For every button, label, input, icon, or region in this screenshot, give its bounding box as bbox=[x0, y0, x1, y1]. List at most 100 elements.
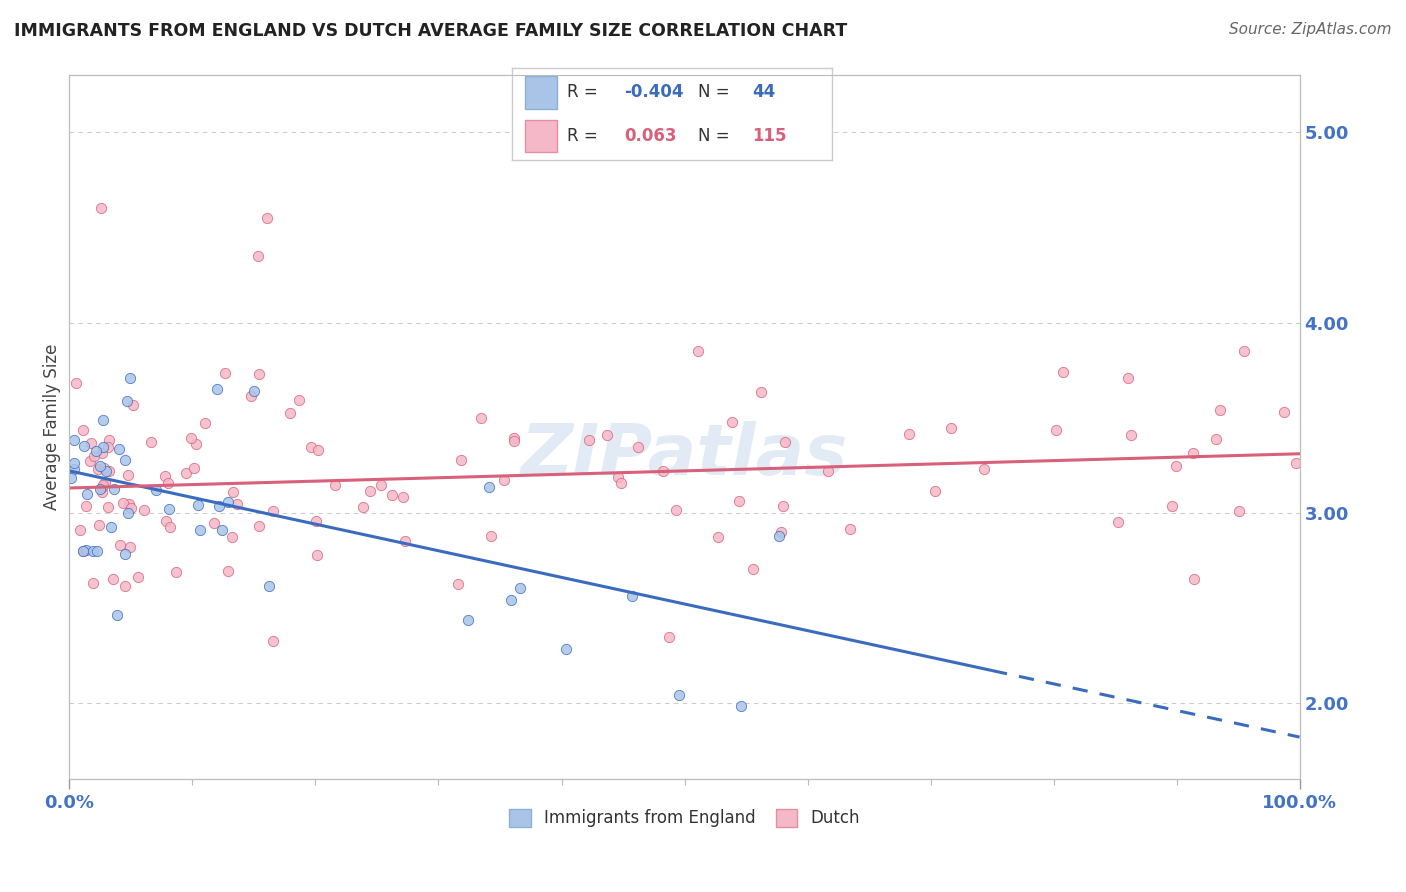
Point bbox=[749, 385, 772, 400]
Point bbox=[256, 211, 278, 225]
Point bbox=[145, 483, 167, 497]
Point bbox=[247, 367, 270, 381]
Point bbox=[114, 547, 136, 561]
Point bbox=[122, 398, 145, 412]
Point bbox=[90, 202, 112, 216]
Point bbox=[97, 464, 120, 478]
Point bbox=[108, 442, 131, 456]
Point bbox=[107, 608, 129, 623]
Point bbox=[609, 475, 631, 490]
Point bbox=[259, 579, 281, 593]
Point bbox=[217, 564, 239, 578]
Point bbox=[627, 440, 650, 454]
Point bbox=[93, 461, 115, 475]
Point bbox=[87, 461, 110, 475]
Point bbox=[288, 392, 311, 407]
Point bbox=[392, 490, 415, 504]
Point bbox=[91, 440, 114, 454]
Point bbox=[222, 485, 245, 500]
Point bbox=[75, 499, 97, 513]
Point bbox=[247, 249, 270, 263]
Point bbox=[214, 366, 236, 380]
Text: IMMIGRANTS FROM ENGLAND VS DUTCH AVERAGE FAMILY SIZE CORRELATION CHART: IMMIGRANTS FROM ENGLAND VS DUTCH AVERAGE… bbox=[14, 22, 848, 40]
Point bbox=[668, 688, 690, 702]
Point bbox=[183, 461, 205, 475]
Point bbox=[503, 434, 526, 449]
Point bbox=[394, 533, 416, 548]
Point bbox=[118, 370, 141, 384]
Point bbox=[1285, 456, 1308, 470]
Point bbox=[82, 543, 104, 558]
Point bbox=[721, 415, 744, 429]
Point bbox=[63, 433, 86, 447]
Point bbox=[1160, 499, 1182, 513]
Point bbox=[323, 478, 346, 492]
Point bbox=[134, 503, 156, 517]
Point bbox=[97, 434, 120, 448]
Point bbox=[83, 449, 105, 463]
Point bbox=[90, 446, 112, 460]
Point bbox=[578, 434, 600, 448]
Point bbox=[772, 500, 794, 514]
Point bbox=[555, 641, 578, 656]
Point bbox=[741, 562, 763, 576]
Point bbox=[499, 593, 522, 607]
Point bbox=[118, 497, 141, 511]
Point bbox=[97, 500, 120, 514]
Point bbox=[72, 439, 94, 453]
Point bbox=[91, 477, 114, 491]
Point bbox=[90, 485, 112, 500]
Point bbox=[97, 440, 120, 454]
Point bbox=[1166, 458, 1188, 473]
Point bbox=[120, 501, 142, 516]
Point bbox=[479, 529, 502, 543]
Point bbox=[69, 523, 91, 537]
Point bbox=[773, 435, 796, 450]
Point bbox=[111, 496, 134, 510]
Point bbox=[1227, 504, 1250, 518]
Point bbox=[114, 453, 136, 467]
Point bbox=[1233, 344, 1256, 359]
Text: ZIPatlas: ZIPatlas bbox=[520, 421, 848, 490]
Legend: Immigrants from England, Dutch: Immigrants from England, Dutch bbox=[502, 802, 866, 834]
Point bbox=[707, 530, 730, 544]
Point bbox=[59, 471, 82, 485]
Point bbox=[221, 530, 243, 544]
Point bbox=[159, 520, 181, 534]
Point bbox=[924, 483, 946, 498]
Point bbox=[1182, 572, 1205, 586]
Point bbox=[596, 428, 619, 442]
Point bbox=[665, 503, 688, 517]
Point bbox=[450, 453, 472, 467]
Point bbox=[839, 522, 862, 536]
Point bbox=[202, 516, 225, 531]
Point bbox=[94, 475, 117, 490]
Point bbox=[86, 443, 108, 458]
Text: Source: ZipAtlas.com: Source: ZipAtlas.com bbox=[1229, 22, 1392, 37]
Point bbox=[117, 506, 139, 520]
Point bbox=[651, 464, 673, 478]
Point bbox=[686, 344, 709, 359]
Point bbox=[72, 423, 94, 437]
Point bbox=[157, 502, 180, 516]
Point bbox=[72, 543, 94, 558]
Point bbox=[91, 480, 114, 494]
Point bbox=[79, 454, 101, 468]
Point bbox=[1107, 515, 1129, 529]
Point bbox=[188, 523, 211, 537]
Point bbox=[100, 520, 122, 534]
Point bbox=[207, 382, 229, 396]
Point bbox=[187, 498, 209, 512]
Point bbox=[82, 576, 104, 591]
Point bbox=[174, 467, 197, 481]
Point bbox=[939, 421, 962, 435]
Point bbox=[973, 462, 995, 476]
Point bbox=[114, 579, 136, 593]
Point bbox=[155, 514, 177, 528]
Point bbox=[156, 475, 179, 490]
Point bbox=[79, 436, 101, 450]
Point bbox=[243, 384, 266, 398]
Point bbox=[509, 581, 531, 595]
Point bbox=[621, 589, 644, 603]
Point bbox=[447, 577, 470, 591]
